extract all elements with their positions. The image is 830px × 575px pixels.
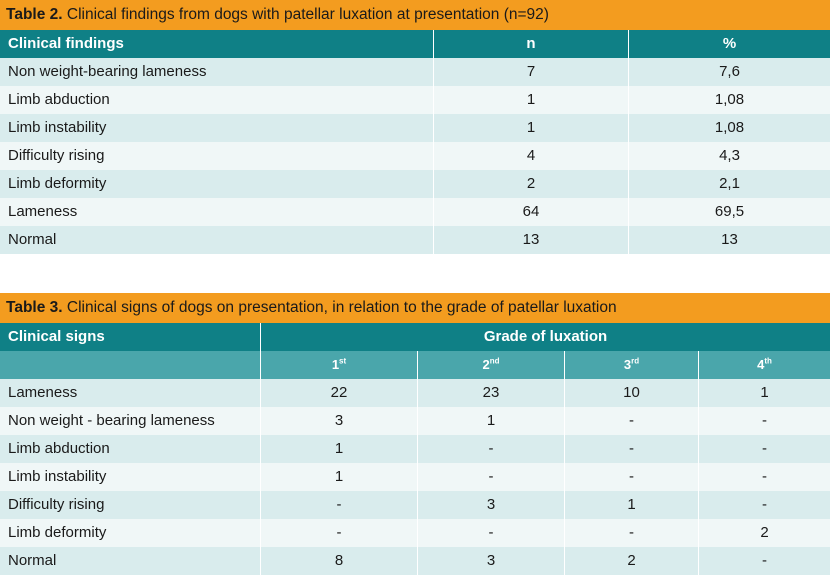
row-value: - — [698, 547, 830, 575]
table-2-title: Table 2. Clinical findings from dogs wit… — [0, 0, 830, 30]
table-row: Lameness 64 69,5 — [0, 198, 830, 226]
row-value: - — [698, 463, 830, 491]
row-value: - — [260, 491, 417, 519]
row-value: 64 — [433, 198, 628, 226]
row-value: 1 — [433, 86, 628, 114]
row-value: - — [564, 407, 698, 435]
row-label: Limb instability — [8, 468, 107, 485]
table-3-header-row: Clinical signs Grade of luxation — [0, 323, 830, 351]
table-3-caption: Clinical signs of dogs on presentation, … — [66, 299, 617, 316]
row-value: - — [698, 435, 830, 463]
row-value: 13 — [433, 226, 628, 254]
row-value: 8 — [260, 547, 417, 575]
table-row: Lameness 22 23 10 1 — [0, 379, 830, 407]
grade-row-spacer — [0, 351, 260, 379]
row-value: 3 — [417, 491, 564, 519]
table-3-grade-row: 1st 2nd 3rd 4th — [0, 351, 830, 379]
grade-3-header: 3rd — [564, 351, 698, 379]
row-value: 2,1 — [628, 170, 830, 198]
row-label: Non weight - bearing lameness — [8, 412, 215, 429]
table-2-body: Non weight-bearing lameness 7 7,6 Limb abdu… — [0, 58, 830, 254]
row-value: 1 — [417, 407, 564, 435]
row-value: 4 — [433, 142, 628, 170]
row-value: - — [564, 519, 698, 547]
table-row: Non weight - bearing lameness 3 1- - — [0, 407, 830, 435]
row-label: Limb abduction — [8, 440, 110, 457]
row-value: 7,6 — [628, 58, 830, 86]
table-row: Limb deformity 2 2,1 — [0, 170, 830, 198]
table-row: Difficulty rising 4 4,3 — [0, 142, 830, 170]
row-value: 13 — [628, 226, 830, 254]
grade-1-header: 1st — [260, 351, 417, 379]
grade-4-header: 4th — [698, 351, 830, 379]
row-label: Non weight-bearing lameness — [8, 63, 207, 80]
header-clinical-signs: Clinical signs — [8, 328, 105, 345]
header-clinical-findings: Clinical findings — [8, 35, 124, 52]
row-value: 10 — [564, 379, 698, 407]
table-row: Non weight-bearing lameness 7 7,6 — [0, 58, 830, 86]
row-value: 1 — [698, 379, 830, 407]
table-row: Normal 13 13 — [0, 226, 830, 254]
row-label: Normal — [8, 231, 57, 248]
header-n: n — [433, 30, 628, 58]
table-2-label: Table 2. — [6, 6, 63, 23]
row-value: - — [564, 463, 698, 491]
header-grade-of-luxation: Grade of luxation — [260, 323, 830, 351]
table-2: Table 2. Clinical findings from dogs wit… — [0, 0, 830, 254]
table-row: Difficulty rising -3 1- — [0, 491, 830, 519]
row-label: Lameness — [8, 384, 78, 401]
row-value: 22 — [260, 379, 417, 407]
row-value: - — [564, 435, 698, 463]
table-3: Table 3. Clinical signs of dogs on prese… — [0, 293, 830, 575]
row-label: Limb abduction — [8, 91, 110, 108]
row-label: Limb deformity — [8, 524, 107, 541]
header-percent: % — [628, 30, 830, 58]
table-2-caption: Clinical findings from dogs with patella… — [66, 6, 549, 23]
row-value: 1 — [433, 114, 628, 142]
row-value: 3 — [260, 407, 417, 435]
table-row: Limb abduction 1- - - — [0, 435, 830, 463]
row-value: 1,08 — [628, 86, 830, 114]
table-2-header-row: Clinical findings n % — [0, 30, 830, 58]
row-value: 2 — [564, 547, 698, 575]
row-label: Limb instability — [8, 119, 107, 136]
row-label: Difficulty rising — [8, 147, 105, 164]
row-value: 69,5 — [628, 198, 830, 226]
row-value: - — [698, 407, 830, 435]
table-row: Limb instability 1- - - — [0, 463, 830, 491]
table-row: Normal 8 3 2- — [0, 547, 830, 575]
row-value: - — [417, 435, 564, 463]
row-value: 1 — [260, 435, 417, 463]
table-3-body: Lameness 22 23 10 1 Non weight - bearing lame… — [0, 379, 830, 575]
row-label: Difficulty rising — [8, 496, 105, 513]
table-row: Limb deformity - - -2 — [0, 519, 830, 547]
row-value: - — [417, 463, 564, 491]
row-value: 4,3 — [628, 142, 830, 170]
row-value: 23 — [417, 379, 564, 407]
table-3-title: Table 3. Clinical signs of dogs on prese… — [0, 293, 830, 323]
grade-2-header: 2nd — [417, 351, 564, 379]
row-value: - — [260, 519, 417, 547]
row-value: - — [698, 491, 830, 519]
row-value: 7 — [433, 58, 628, 86]
table-row: Limb abduction 1 1,08 — [0, 86, 830, 114]
row-label: Normal — [8, 552, 57, 569]
row-value: 1 — [260, 463, 417, 491]
row-label: Lameness — [8, 203, 78, 220]
row-value: 3 — [417, 547, 564, 575]
row-value: - — [417, 519, 564, 547]
table-row: Limb instability 1 1,08 — [0, 114, 830, 142]
row-value: 2 — [433, 170, 628, 198]
row-label: Limb deformity — [8, 175, 107, 192]
row-value: 1,08 — [628, 114, 830, 142]
row-value: 2 — [698, 519, 830, 547]
row-value: 1 — [564, 491, 698, 519]
table-3-label: Table 3. — [6, 299, 63, 316]
